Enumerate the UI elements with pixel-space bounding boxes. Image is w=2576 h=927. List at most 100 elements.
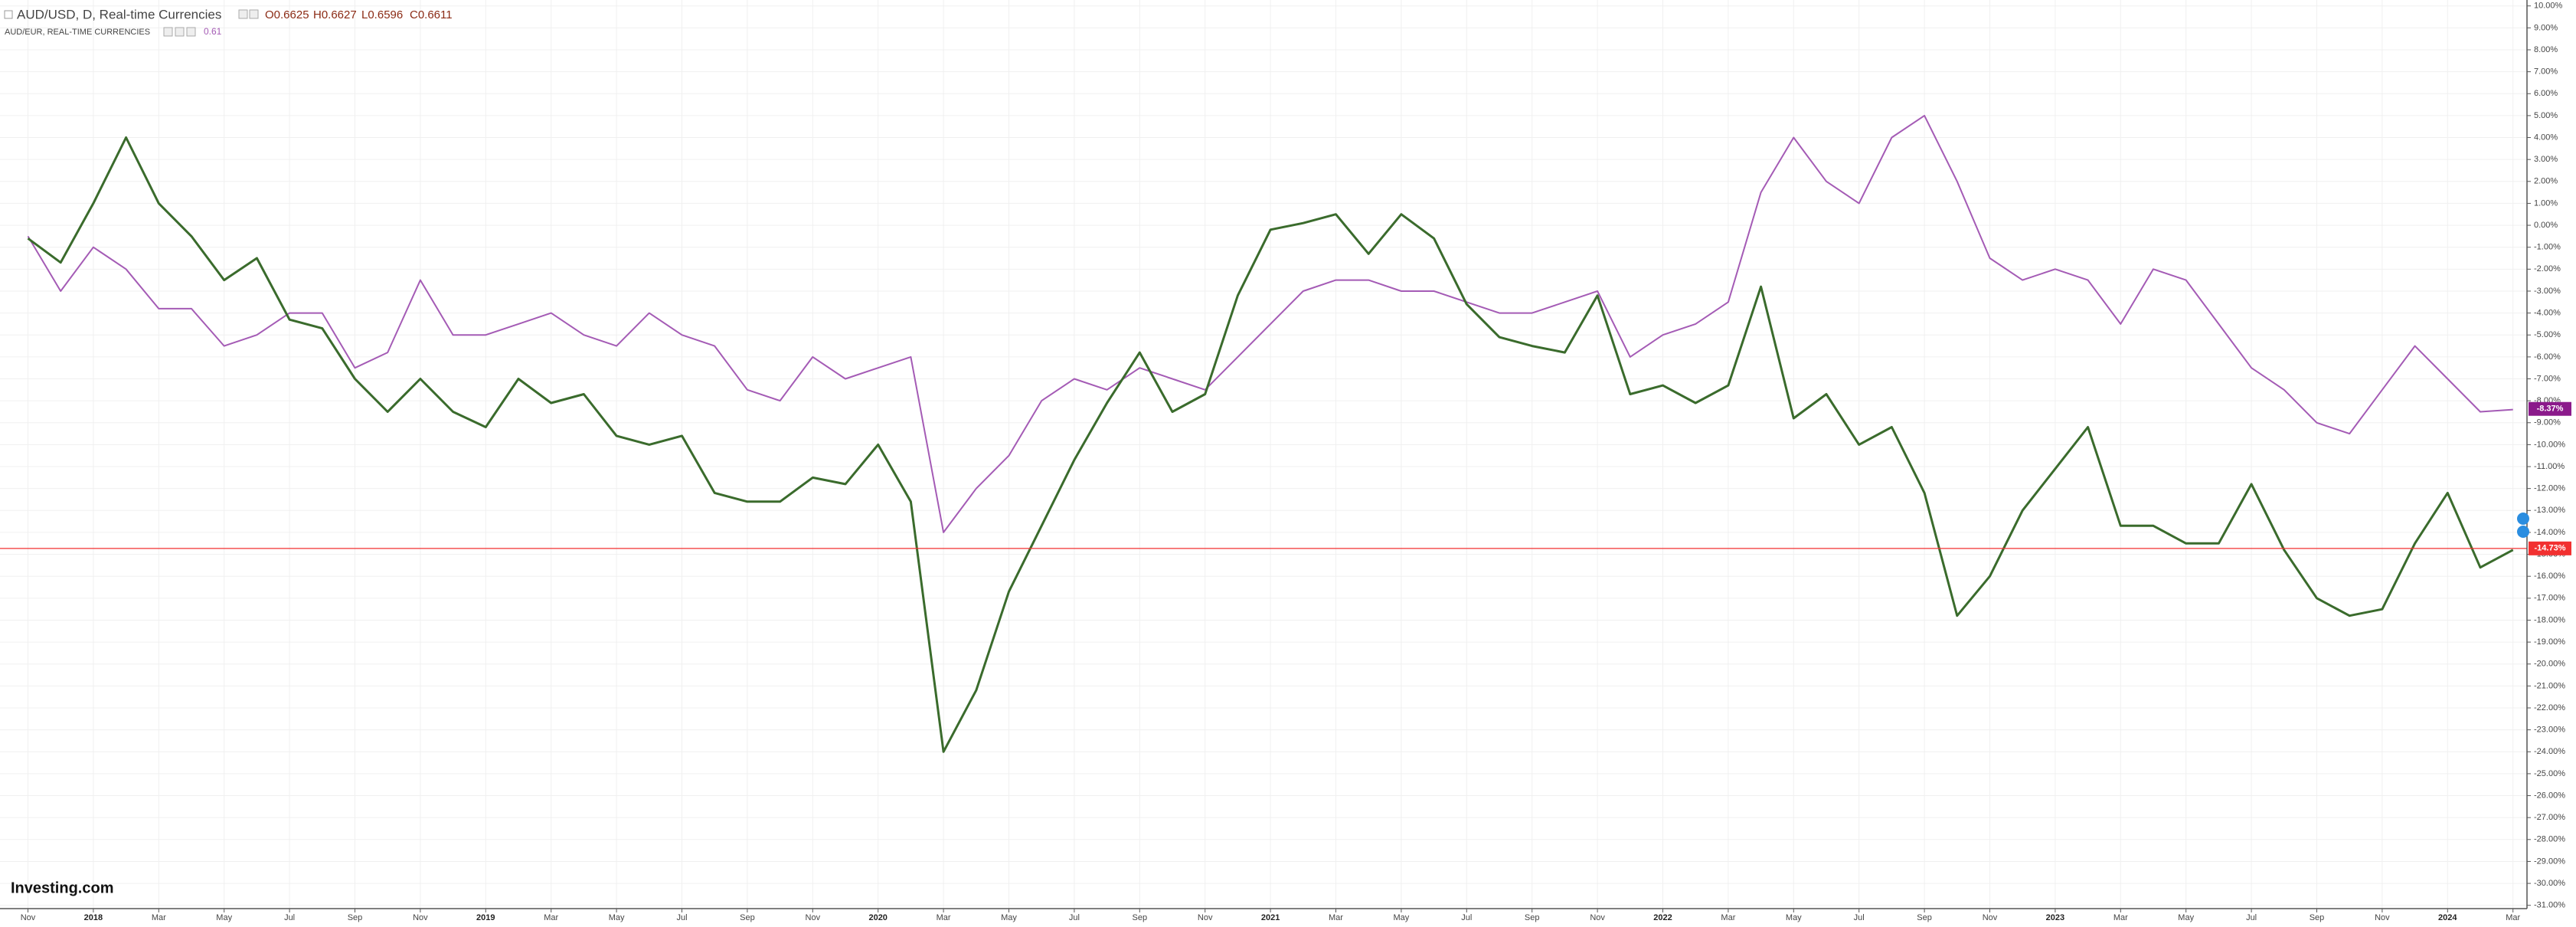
series-line: [27, 114, 2513, 533]
event-marker[interactable]: [2517, 513, 2529, 525]
x-tick-label: Nov: [806, 913, 821, 922]
axes: 10.00% 9.00% 8.00% 7.00% 6.00% 5.00% 4.00% 3.00…: [21, 2, 2571, 922]
y-tick-label: 10.00%: [2534, 2, 2563, 11]
y-tick-label: -6.00%: [2534, 352, 2561, 362]
x-tick-label: May: [1001, 913, 1017, 922]
x-tick-label: 2024: [2438, 913, 2457, 922]
collapse-icon[interactable]: [4, 10, 13, 19]
x-tick-label: 2018: [84, 913, 103, 922]
last-value-box: [2529, 541, 2571, 555]
y-tick-label: -26.00%: [2534, 791, 2565, 800]
y-tick-label: -28.00%: [2534, 835, 2565, 844]
y-tick-label: 7.00%: [2534, 67, 2558, 77]
x-tick-label: Sep: [1133, 913, 1148, 922]
y-tick-label: -22.00%: [2534, 703, 2565, 712]
x-tick-label: May: [2178, 913, 2194, 922]
ohlc-low: L0.6596: [361, 8, 403, 21]
event-marker[interactable]: [2517, 526, 2529, 538]
y-tick-label: -31.00%: [2534, 901, 2565, 910]
x-tick-label: 2022: [1653, 913, 1672, 922]
x-tick-label: Nov: [1983, 913, 1998, 922]
compare-symbol: AUD/EUR, REAL-TIME CURRENCIES: [5, 28, 150, 37]
x-tick-label: 2020: [868, 913, 887, 922]
last-value-label: -14.73%: [2535, 544, 2566, 553]
y-tick-label: 0.00%: [2534, 221, 2558, 230]
y-tick-label: -23.00%: [2534, 726, 2565, 735]
grid: [0, 0, 2527, 909]
x-tick-label: 2023: [2046, 913, 2064, 922]
x-tick-label: Nov: [1590, 913, 1605, 922]
x-tick-label: May: [216, 913, 232, 922]
y-tick-label: 5.00%: [2534, 111, 2558, 120]
ohlc-close: C0.6611: [410, 8, 453, 21]
x-tick-label: Nov: [21, 913, 36, 922]
y-tick-label: -10.00%: [2534, 440, 2565, 449]
y-tick-label: -13.00%: [2534, 506, 2565, 515]
x-tick-label: 2021: [1261, 913, 1280, 922]
y-tick-label: -1.00%: [2534, 243, 2561, 252]
x-tick-label: Jul: [1069, 913, 1080, 922]
icon-button[interactable]: [249, 9, 259, 19]
x-tick-label: Nov: [1198, 913, 1213, 922]
y-tick-label: 8.00%: [2534, 45, 2558, 54]
y-tick-label: -12.00%: [2534, 484, 2565, 493]
x-tick-label: Mar: [2113, 913, 2128, 922]
y-tick-label: -21.00%: [2534, 681, 2565, 690]
y-tick-label: -25.00%: [2534, 769, 2565, 778]
y-tick-label: -5.00%: [2534, 330, 2561, 339]
icon-button[interactable]: [238, 9, 248, 19]
y-tick-label: 6.00%: [2534, 89, 2558, 98]
x-tick-label: Nov: [413, 913, 428, 922]
y-tick-label: -19.00%: [2534, 637, 2565, 647]
y-tick-label: -18.00%: [2534, 615, 2565, 624]
x-tick-label: Jul: [284, 913, 295, 922]
y-tick-label: 4.00%: [2534, 133, 2558, 142]
y-tick-label: -27.00%: [2534, 813, 2565, 822]
y-tick-label: -14.00%: [2534, 528, 2565, 537]
y-tick-label: -3.00%: [2534, 287, 2561, 296]
y-tick-label: 2.00%: [2534, 177, 2558, 186]
legend: AUD/USD, D, Real-time Currencies O0.6625…: [4, 7, 453, 37]
x-tick-label: Sep: [1917, 913, 1932, 922]
x-tick-label: Sep: [740, 913, 755, 922]
x-tick-label: May: [609, 913, 625, 922]
x-tick-label: May: [1394, 913, 1410, 922]
x-tick-label: May: [1786, 913, 1802, 922]
y-tick-label: -24.00%: [2534, 747, 2565, 756]
series-line: [27, 136, 2514, 753]
y-tick-label: 3.00%: [2534, 155, 2558, 164]
compare-last-price: 0.61: [204, 26, 222, 37]
y-tick-label: -30.00%: [2534, 879, 2565, 888]
main-symbol: AUD/USD, D, Real-time Currencies: [17, 7, 221, 21]
last-value-label: -8.37%: [2537, 405, 2564, 414]
x-tick-label: Mar: [1721, 913, 1735, 922]
y-tick-label: -9.00%: [2534, 418, 2561, 427]
icon-button[interactable]: [175, 27, 185, 37]
y-tick-label: -29.00%: [2534, 857, 2565, 866]
y-tick-label: -7.00%: [2534, 374, 2561, 383]
y-tick-label: 1.00%: [2534, 198, 2558, 208]
x-tick-label: Mar: [937, 913, 951, 922]
x-tick-label: Sep: [2310, 913, 2325, 922]
logo: Investing.com: [11, 880, 113, 896]
x-tick-label: Jul: [676, 913, 687, 922]
x-tick-label: Jul: [2246, 913, 2257, 922]
ohlc-open: O0.6625: [265, 8, 309, 21]
x-tick-label: Sep: [348, 913, 363, 922]
y-tick-label: -17.00%: [2534, 594, 2565, 603]
y-tick-label: -2.00%: [2534, 264, 2561, 274]
x-tick-label: Mar: [544, 913, 558, 922]
last-value-box: [2529, 401, 2571, 416]
icon-button[interactable]: [186, 27, 196, 37]
x-tick-label: Mar: [2506, 913, 2520, 922]
x-tick-label: Mar: [1329, 913, 1343, 922]
x-tick-label: Jul: [1854, 913, 1865, 922]
y-tick-label: -4.00%: [2534, 309, 2561, 318]
icon-button[interactable]: [163, 27, 173, 37]
x-tick-label: Nov: [2375, 913, 2390, 922]
plot-area: [0, 114, 2527, 753]
y-tick-label: -20.00%: [2534, 660, 2565, 669]
x-tick-label: Mar: [152, 913, 166, 922]
